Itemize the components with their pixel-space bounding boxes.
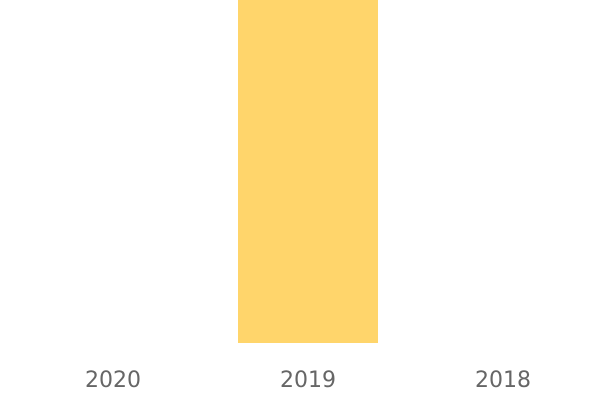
bars xyxy=(238,0,378,343)
bar-2019 xyxy=(238,0,378,343)
x-tick-label: 2019 xyxy=(280,368,336,393)
x-axis-ticks: 2020 2019 2018 xyxy=(85,368,531,393)
x-tick-label: 2020 xyxy=(85,368,141,393)
x-tick-label: 2018 xyxy=(475,368,531,393)
